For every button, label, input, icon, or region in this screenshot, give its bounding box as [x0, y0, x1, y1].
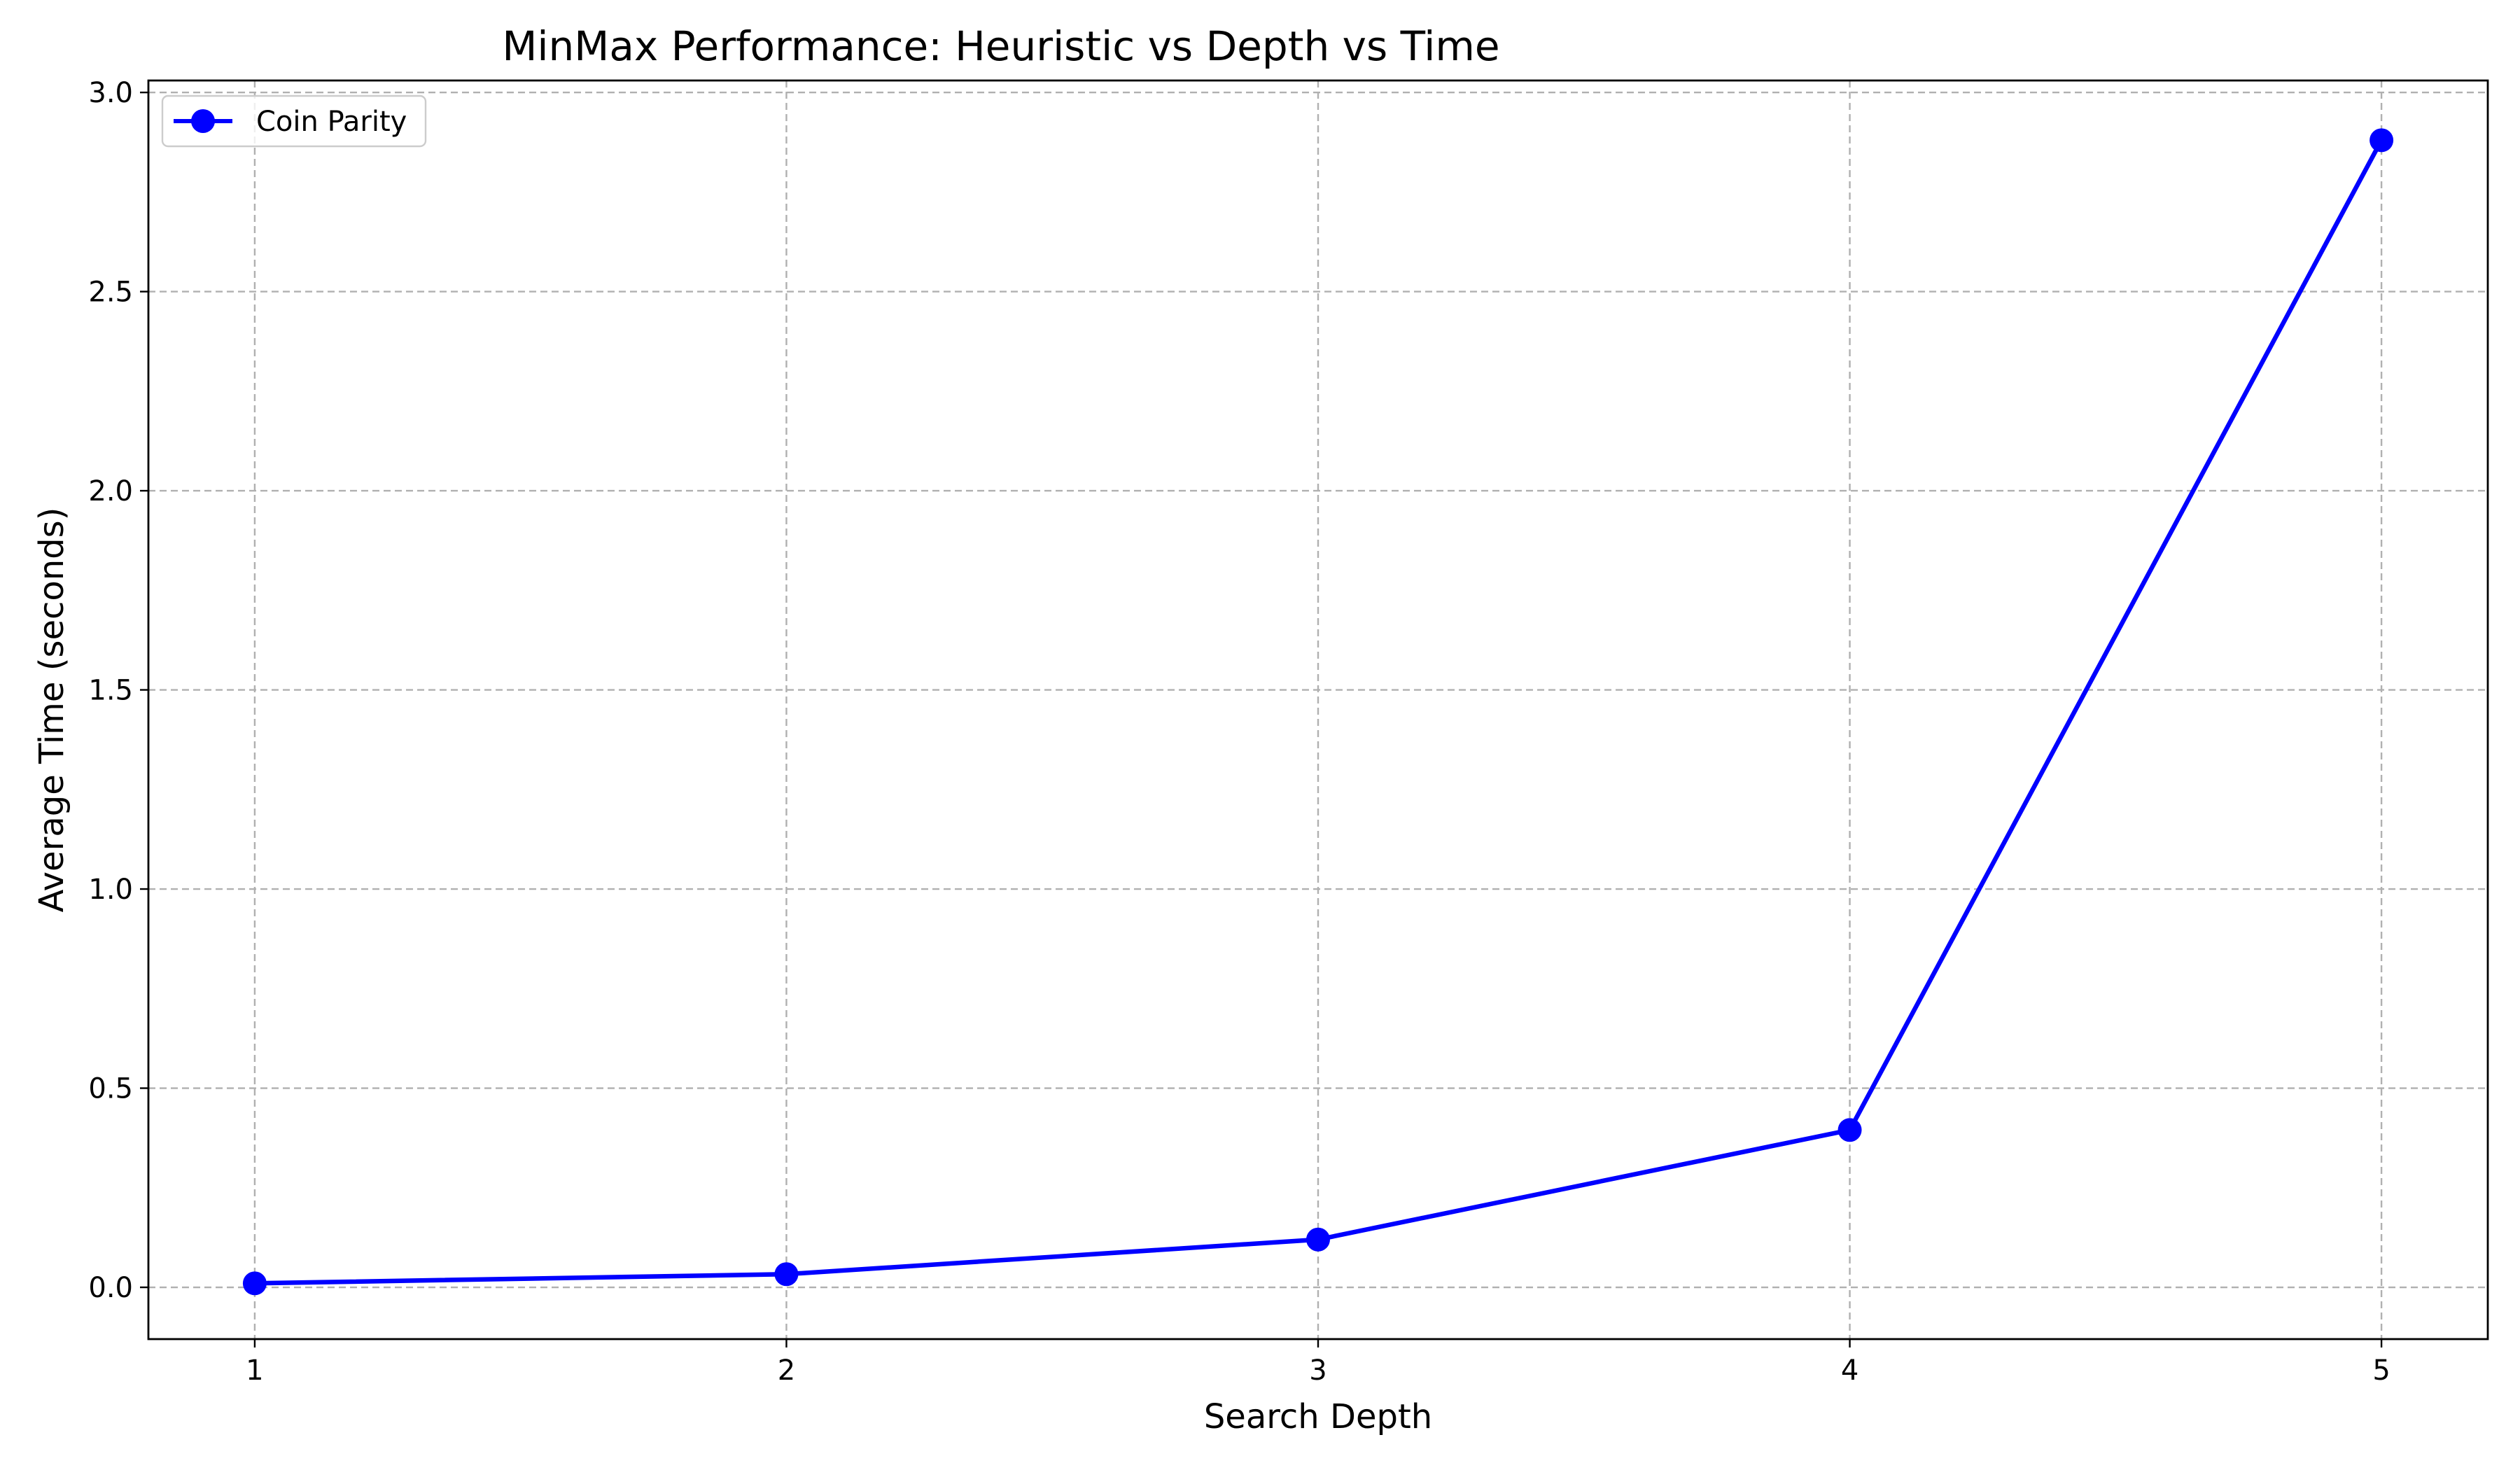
y-tick-label: 1.0	[88, 874, 133, 906]
data-point	[2370, 128, 2394, 153]
data-point	[774, 1262, 799, 1287]
y-axis-label: Average Time (seconds)	[32, 507, 71, 913]
legend-label-coin-parity: Coin Parity	[256, 106, 407, 138]
plot-frame	[147, 79, 2489, 1340]
y-tick-label: 2.5	[88, 276, 133, 309]
y-tick-label: 1.5	[88, 675, 133, 707]
x-tick-label: 2	[778, 1354, 795, 1387]
x-tick-label: 3	[1309, 1354, 1326, 1387]
x-tick-label: 5	[2372, 1354, 2390, 1387]
grid	[148, 80, 2488, 1339]
x-axis-label: Search Depth	[1204, 1397, 1432, 1436]
data-point	[1306, 1227, 1330, 1252]
data-point	[242, 1271, 267, 1296]
legend-marker-swatch	[191, 109, 215, 133]
chart-title: MinMax Performance: Heuristic vs Depth v…	[502, 22, 1499, 70]
y-tick-label: 3.0	[88, 77, 133, 109]
data-point	[1837, 1118, 1862, 1142]
legend-box	[161, 94, 427, 148]
y-tick-label: 0.5	[88, 1073, 133, 1105]
y-tick-label: 2.0	[88, 475, 133, 507]
x-tick-label: 1	[246, 1354, 263, 1387]
x-tick-label: 4	[1841, 1354, 1858, 1387]
axis-ticks: 1 2 3 4 5 0.0 0.5 1.0 1.5 2.0 2.5 3.0	[88, 77, 2390, 1387]
series-coin-parity	[242, 128, 2394, 1296]
y-tick-label: 0.0	[88, 1272, 133, 1304]
legend: Coin Parity	[161, 94, 427, 148]
